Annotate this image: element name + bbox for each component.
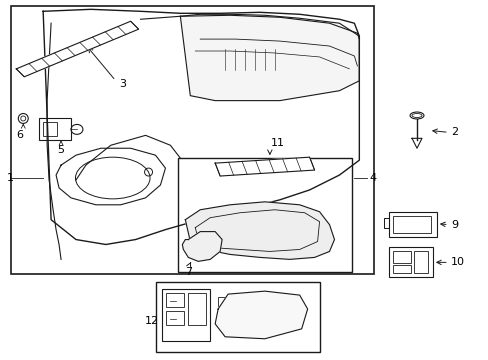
Text: 9: 9 bbox=[450, 220, 457, 230]
Bar bbox=[43, 122, 57, 136]
Polygon shape bbox=[16, 21, 138, 77]
Polygon shape bbox=[182, 231, 222, 261]
Polygon shape bbox=[215, 291, 307, 339]
Bar bbox=[155, 282, 319, 352]
Text: 11: 11 bbox=[270, 138, 284, 148]
Polygon shape bbox=[215, 157, 314, 176]
Bar bbox=[392, 251, 410, 264]
Bar bbox=[191, 238, 213, 255]
Text: 5: 5 bbox=[58, 145, 64, 155]
Text: 6: 6 bbox=[16, 130, 23, 140]
Bar bbox=[270, 231, 282, 239]
Bar bbox=[413, 251, 427, 273]
Bar bbox=[388, 212, 436, 237]
Bar bbox=[392, 216, 430, 233]
Text: 10: 10 bbox=[450, 257, 464, 267]
Ellipse shape bbox=[409, 112, 423, 119]
Bar bbox=[166, 311, 184, 325]
Text: 13: 13 bbox=[267, 292, 281, 302]
Bar bbox=[388, 247, 432, 277]
Text: 4: 4 bbox=[368, 173, 376, 183]
Bar bbox=[39, 118, 71, 140]
Bar bbox=[178, 158, 352, 272]
Bar bbox=[267, 228, 285, 239]
Bar bbox=[215, 47, 284, 72]
Ellipse shape bbox=[411, 113, 421, 117]
Bar bbox=[392, 265, 410, 273]
Text: 8: 8 bbox=[317, 229, 324, 239]
Text: 2: 2 bbox=[450, 127, 457, 138]
Bar bbox=[210, 43, 289, 78]
Bar bbox=[162, 289, 210, 341]
Bar bbox=[11, 6, 373, 274]
Bar bbox=[218, 297, 230, 306]
Text: 7: 7 bbox=[185, 267, 192, 277]
Polygon shape bbox=[185, 202, 334, 260]
Text: 1: 1 bbox=[6, 173, 13, 183]
Polygon shape bbox=[180, 14, 359, 100]
Bar bbox=[166, 293, 184, 307]
Text: 3: 3 bbox=[119, 79, 125, 89]
Text: 12: 12 bbox=[144, 316, 158, 326]
Bar bbox=[188, 293, 206, 325]
